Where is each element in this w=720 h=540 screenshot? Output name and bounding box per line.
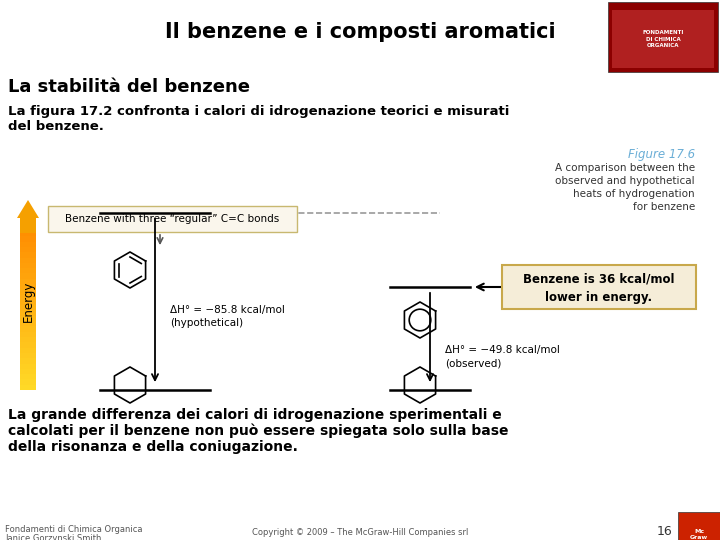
Text: calcolati per il benzene non può essere spiegata solo sulla base: calcolati per il benzene non può essere …: [8, 424, 508, 438]
Bar: [20, 231, 36, 237]
Bar: [20, 332, 36, 337]
Text: La stabilità del benzene: La stabilità del benzene: [8, 78, 250, 96]
Bar: [20, 342, 36, 348]
Text: Janice Gorzynski Smith: Janice Gorzynski Smith: [5, 534, 102, 540]
Bar: [20, 279, 36, 284]
Text: for benzene: for benzene: [633, 202, 695, 212]
FancyBboxPatch shape: [608, 2, 718, 72]
Bar: [20, 348, 36, 353]
FancyBboxPatch shape: [502, 265, 696, 309]
Text: Benzene with three “regular” C=C bonds: Benzene with three “regular” C=C bonds: [66, 214, 279, 224]
Bar: [20, 241, 36, 247]
Text: La grande differenza dei calori di idrogenazione sperimentali e: La grande differenza dei calori di idrog…: [8, 408, 502, 422]
Text: Fondamenti di Chimica Organica: Fondamenti di Chimica Organica: [5, 525, 143, 534]
Bar: [20, 384, 36, 390]
Text: 16: 16: [656, 525, 672, 538]
Text: FONDAMENTI
DI CHIMICA
ORGANICA: FONDAMENTI DI CHIMICA ORGANICA: [642, 30, 684, 48]
Bar: [20, 374, 36, 380]
Text: Copyright © 2009 – The McGraw-Hill Companies srl: Copyright © 2009 – The McGraw-Hill Compa…: [252, 528, 468, 537]
Bar: [20, 326, 36, 332]
Bar: [20, 258, 36, 263]
Bar: [20, 369, 36, 374]
Bar: [20, 263, 36, 268]
Text: (observed): (observed): [445, 358, 501, 368]
Text: Figure 17.6: Figure 17.6: [628, 148, 695, 161]
Text: ΔH° = −85.8 kcal/mol: ΔH° = −85.8 kcal/mol: [170, 305, 285, 315]
Bar: [20, 252, 36, 258]
Bar: [20, 295, 36, 300]
Bar: [20, 337, 36, 342]
Text: La figura 17.2 confronta i calori di idrogenazione teorici e misurati: La figura 17.2 confronta i calori di idr…: [8, 105, 509, 118]
Bar: [20, 358, 36, 363]
FancyBboxPatch shape: [612, 10, 714, 68]
Bar: [20, 247, 36, 252]
Text: lower in energy.: lower in energy.: [546, 291, 652, 303]
Bar: [20, 305, 36, 310]
Bar: [20, 316, 36, 321]
Text: A comparison between the: A comparison between the: [555, 163, 695, 173]
Text: del benzene.: del benzene.: [8, 120, 104, 133]
Text: heats of hydrogenation: heats of hydrogenation: [573, 189, 695, 199]
Bar: [20, 268, 36, 273]
Text: (hypothetical): (hypothetical): [170, 318, 243, 328]
FancyBboxPatch shape: [48, 206, 297, 232]
Bar: [20, 363, 36, 369]
Bar: [20, 321, 36, 326]
Bar: [20, 380, 36, 384]
Text: Energy: Energy: [22, 281, 35, 322]
Bar: [20, 353, 36, 358]
Text: della risonanza e della coniugazione.: della risonanza e della coniugazione.: [8, 440, 298, 454]
Text: Il benzene e i composti aromatici: Il benzene e i composti aromatici: [165, 22, 555, 42]
Bar: [20, 237, 36, 241]
Bar: [20, 284, 36, 289]
Text: Mc
Graw
Hill: Mc Graw Hill: [690, 529, 708, 540]
Bar: [20, 310, 36, 316]
Bar: [20, 273, 36, 279]
FancyBboxPatch shape: [678, 512, 720, 540]
Text: Benzene is 36 kcal/mol: Benzene is 36 kcal/mol: [523, 273, 675, 286]
Text: ΔH° = −49.8 kcal/mol: ΔH° = −49.8 kcal/mol: [445, 345, 560, 355]
FancyArrow shape: [17, 200, 39, 233]
Bar: [20, 289, 36, 295]
Bar: [20, 300, 36, 305]
Text: observed and hypothetical: observed and hypothetical: [555, 176, 695, 186]
